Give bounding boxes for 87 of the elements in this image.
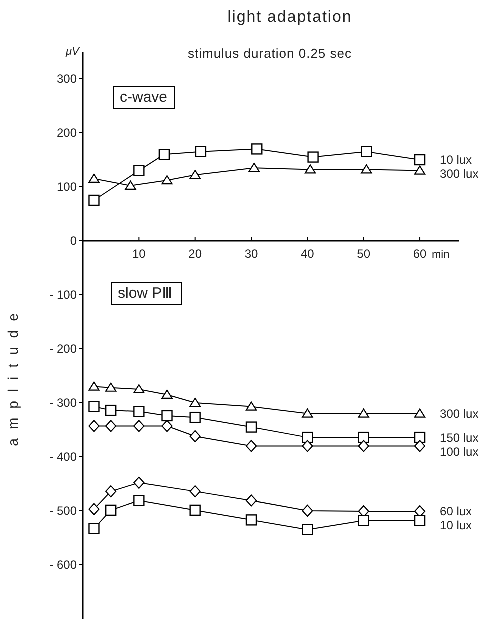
point: [246, 402, 258, 411]
x-tick-label: 50: [357, 247, 371, 261]
point: [302, 408, 314, 418]
point: [105, 504, 117, 516]
text: μV: [65, 46, 82, 58]
y-tick-label: - 200: [50, 342, 78, 356]
point: [190, 398, 201, 408]
y-tick-label: - 300: [50, 396, 78, 410]
x-tick-label: 30: [244, 247, 259, 261]
point: [158, 149, 170, 160]
series-label: 10 lux: [440, 153, 472, 168]
series-label: 150 lux: [440, 430, 479, 445]
point: [252, 144, 263, 155]
annotation: c-wave: [120, 89, 168, 106]
series-label: 10 lux: [440, 518, 472, 533]
point: [414, 154, 426, 166]
point: [414, 432, 426, 444]
point: [358, 515, 370, 526]
point: [414, 408, 426, 418]
point: [88, 401, 100, 412]
point: [190, 504, 201, 516]
point: [414, 166, 426, 175]
series-label: 100 lux: [440, 444, 479, 459]
point: [195, 146, 207, 158]
point: [302, 504, 314, 518]
point: [308, 152, 319, 163]
point: [246, 422, 258, 433]
point: [134, 406, 145, 418]
point: [88, 523, 100, 534]
point: [106, 486, 117, 498]
point: [302, 524, 314, 536]
point: [246, 514, 258, 526]
point: [358, 440, 370, 452]
y-tick-label: - 100: [50, 288, 78, 302]
point: [162, 175, 173, 185]
y-tick-label: 100: [56, 180, 78, 194]
point: [302, 440, 314, 452]
point: [190, 412, 201, 424]
point: [414, 440, 426, 452]
annotation: slow PⅢ: [118, 285, 173, 302]
point: [106, 420, 117, 432]
y-tick-label: - 600: [50, 558, 78, 572]
x-tick-label: 60: [413, 247, 428, 261]
point: [106, 382, 117, 392]
chart-title: light adaptation: [228, 9, 352, 26]
x-tick-label: 40: [301, 247, 315, 261]
y-tick-label: 0: [70, 234, 78, 248]
point: [162, 390, 173, 399]
point: [361, 164, 372, 174]
point: [190, 486, 201, 498]
point: [190, 430, 201, 443]
point: [134, 165, 145, 176]
point: [358, 432, 370, 444]
series-label: 300 lux: [440, 167, 479, 182]
point: [302, 432, 314, 444]
point: [125, 180, 136, 190]
y-axis-title: amplitude: [5, 304, 21, 446]
chart-subtitle: stimulus duration 0.25 sec: [188, 46, 352, 61]
point: [246, 440, 258, 452]
y-tick-label: 200: [56, 126, 78, 140]
y-tick-label: 300: [56, 72, 78, 86]
point: [105, 404, 117, 416]
x-tick-label: 10: [132, 247, 146, 261]
point: [88, 194, 100, 206]
point: [361, 146, 372, 158]
point: [162, 420, 173, 432]
point: [134, 384, 145, 394]
point: [88, 503, 100, 516]
point: [88, 174, 100, 183]
point: [134, 420, 145, 432]
y-tick-label: - 500: [50, 504, 78, 518]
point: [134, 495, 145, 506]
point: [190, 170, 201, 180]
point: [162, 410, 173, 422]
x-axis-title: min: [432, 249, 450, 261]
point: [88, 382, 100, 391]
point: [134, 476, 145, 489]
point: [414, 515, 426, 526]
point: [358, 408, 370, 418]
y-tick-label: - 400: [50, 450, 78, 464]
point: [304, 164, 316, 174]
series-label: 300 lux: [440, 407, 479, 421]
point: [88, 420, 100, 432]
series-label: 60 lux: [440, 504, 472, 519]
point: [248, 163, 260, 172]
x-tick-label: 20: [188, 247, 202, 261]
point: [246, 494, 258, 507]
